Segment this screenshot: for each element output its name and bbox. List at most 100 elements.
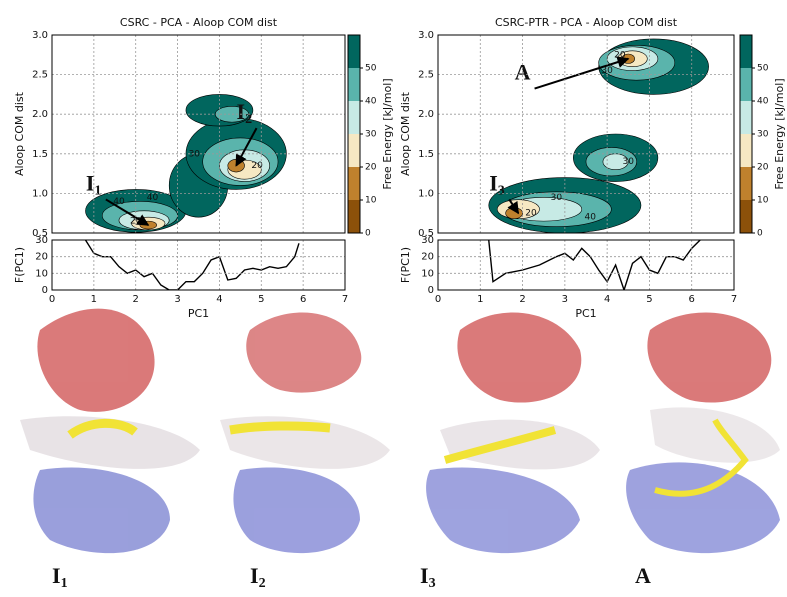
label-main: I: [489, 170, 498, 195]
line-chart: PC1 0 1 2 3 4 5 6 7 0 10 20 30 F(PC1): [399, 235, 737, 320]
x-tick-label: 3: [174, 294, 180, 305]
plot-frame: [437, 239, 735, 291]
x-tick-label: 7: [731, 294, 737, 305]
protein-i2: [220, 312, 390, 554]
x-tick-label: 4: [604, 294, 610, 305]
label-sub: 3: [429, 576, 436, 591]
colorbar-swatch: [740, 200, 752, 233]
annotation-arrow: [105, 198, 150, 226]
colorbar-label: Free Energy [kJ/mol]: [381, 78, 394, 189]
protein-i3: [426, 312, 600, 554]
contour-label: 30: [551, 193, 563, 203]
structure-labels: I1 I2 I3 A: [52, 563, 651, 591]
contour-label: 40: [147, 193, 159, 203]
colorbar-tick-label: 10: [365, 196, 377, 206]
profile-line: [488, 240, 701, 290]
y-tick-label: 3.0: [32, 30, 48, 41]
contour-label: 20: [130, 217, 142, 227]
colorbar-swatch: [740, 35, 752, 68]
colorbar-tick-label: 30: [365, 130, 377, 140]
contour-region: [505, 207, 523, 220]
profile-line: [84, 240, 300, 290]
colorbar-tick-label: 10: [757, 196, 769, 206]
structure-label: I3: [420, 563, 436, 591]
x-tick-label: 7: [342, 294, 348, 305]
colorbar-tick-label: 30: [757, 130, 769, 140]
protein-renderings: [20, 308, 780, 554]
y-axis-label: Aloop COM dist: [399, 91, 412, 176]
colorbar-swatch: [348, 200, 360, 233]
y-tick-label: 2.5: [418, 70, 434, 81]
colorbar-tick-label: 20: [365, 163, 377, 173]
label-main: I: [86, 170, 95, 195]
plot-frame: [437, 34, 735, 234]
label-sub: 1: [94, 184, 101, 199]
colorbar-swatch: [740, 134, 752, 167]
x-tick-label: 5: [646, 294, 652, 305]
colorbar-swatch: [348, 134, 360, 167]
contour-label: 30: [623, 157, 635, 167]
line-chart: PC1 0 1 2 3 4 5 6 7 0 10 20 30 F(PC1): [13, 235, 348, 320]
y-tick-label: 2.0: [32, 109, 48, 120]
contour-regions: [488, 38, 709, 233]
contour-label: 40: [585, 213, 597, 223]
contour-chart: 20 30 40 30 20 30 CSRC-PTR - PCA - Aloop COM d…: [399, 16, 786, 239]
y-tick-label: 0: [428, 285, 434, 296]
colorbar-label: Free Energy [kJ/mol]: [773, 78, 786, 189]
colorbar-swatch: [348, 68, 360, 101]
x-tick-label: 6: [300, 294, 306, 305]
colorbar-swatch: [740, 68, 752, 101]
x-tick-label: 4: [216, 294, 222, 305]
annotation-arrow: [507, 198, 520, 215]
label-main: I: [420, 563, 429, 588]
colorbar-swatch: [740, 101, 752, 134]
y-tick-label: 1.0: [418, 188, 434, 199]
y-tick-label: 30: [421, 235, 434, 246]
x-tick-label: 2: [519, 294, 525, 305]
y-tick-label: 20: [421, 252, 434, 263]
colorbar-swatch: [348, 101, 360, 134]
y-tick-label: 0.5: [32, 228, 48, 239]
y-tick-label: 2.5: [32, 70, 48, 81]
annotation-arrow: [534, 56, 630, 90]
colorbar-swatch: [740, 167, 752, 200]
colorbar-tick-label: 0: [365, 229, 371, 239]
contour-label: 20: [614, 50, 626, 60]
x-tick-label: 0: [435, 294, 441, 305]
colorbar-tick-label: 20: [757, 163, 769, 173]
label-sub: 3: [498, 184, 505, 199]
y-axis-label: Aloop COM dist: [13, 91, 26, 176]
contour-label: 30: [189, 149, 201, 159]
y-tick-label: 10: [35, 268, 48, 279]
protein-a: [626, 312, 780, 554]
y-tick-label: 10: [421, 268, 434, 279]
contour-label: 20: [251, 161, 263, 171]
label-sub: 1: [61, 576, 68, 591]
colorbar-tick-label: 50: [365, 64, 377, 74]
y-tick-label: 0.5: [418, 228, 434, 239]
x-axis-label: PC1: [188, 307, 209, 320]
structure-label: A: [635, 563, 651, 588]
label-main: I: [237, 99, 246, 124]
y-tick-label: 30: [35, 235, 48, 246]
x-tick-label: 1: [477, 294, 483, 305]
x-tick-label: 0: [49, 294, 55, 305]
annotation-label: I1: [86, 170, 102, 198]
annotation-label: I2: [237, 99, 253, 127]
label-main: A: [635, 563, 651, 588]
x-axis-label: PC1: [575, 307, 596, 320]
colorbar-swatch: [348, 35, 360, 68]
y-tick-label: 1.5: [32, 149, 48, 160]
x-tick-label: 1: [91, 294, 97, 305]
y-tick-label: 1.5: [418, 149, 434, 160]
chart-title: CSRC - PCA - Aloop COM dist: [120, 16, 278, 29]
y-tick-label: 3.0: [418, 30, 434, 41]
chart-title: CSRC-PTR - PCA - Aloop COM dist: [495, 16, 678, 29]
label-main: I: [250, 563, 259, 588]
contour-label: 20: [525, 209, 537, 219]
plot-frame: [51, 34, 346, 234]
y-axis-label: F(PC1): [399, 247, 412, 283]
protein-i1: [20, 308, 200, 554]
plot-frame: [51, 239, 346, 291]
